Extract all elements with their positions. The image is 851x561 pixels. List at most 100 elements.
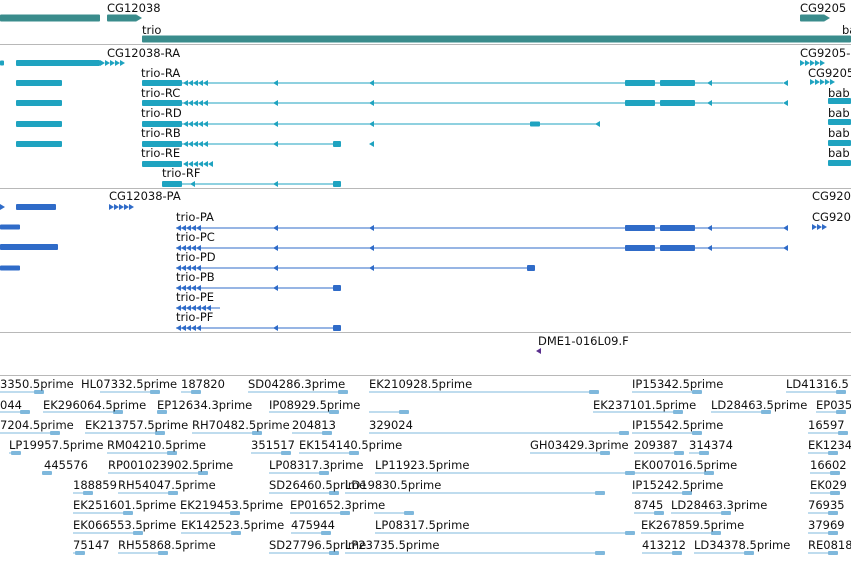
- est-glyph[interactable]: [828, 511, 838, 515]
- pr-cg920-a-label[interactable]: CG920: [812, 189, 851, 203]
- cg12038-pa-glyph[interactable]: [119, 204, 124, 210]
- pr-trio-pe-label[interactable]: trio-PE: [176, 290, 215, 304]
- cg9205-transcript-glyph[interactable]: [815, 79, 820, 85]
- est-50-label[interactable]: LP08317.5prime: [375, 518, 470, 532]
- est-41-label[interactable]: EK251601.5prime: [73, 498, 177, 512]
- est-4-label[interactable]: EK210928.5prime: [369, 377, 473, 391]
- cg12038-pa-glyph[interactable]: [0, 204, 5, 210]
- pr-trio-pb-label[interactable]: trio-PB: [176, 270, 215, 284]
- est-42-label[interactable]: EK219453.5prime: [180, 498, 284, 512]
- cg9205-gene-bar[interactable]: [825, 15, 830, 21]
- gene-trio-label[interactable]: trio: [142, 23, 162, 37]
- cg9205-transcript-glyph[interactable]: [820, 79, 825, 85]
- cg9205-transcript-glyph[interactable]: [815, 60, 820, 66]
- trio-pb-glyph[interactable]: [273, 285, 278, 291]
- est-34-label[interactable]: 16602: [810, 458, 847, 472]
- trio-pc-glyph[interactable]: [191, 245, 196, 251]
- trio-pe-glyph[interactable]: [186, 305, 191, 311]
- est-2-label[interactable]: 187820: [181, 377, 225, 391]
- trio-ra-glyph[interactable]: [193, 80, 198, 86]
- cg12038-transcript-glyph[interactable]: [16, 121, 62, 127]
- trio-ra-glyph[interactable]: [183, 80, 188, 86]
- trio-pc-glyph[interactable]: [176, 245, 181, 251]
- trio-pc-glyph[interactable]: [369, 245, 374, 251]
- trio-pc-glyph[interactable]: [625, 245, 655, 251]
- mk-dme1-label[interactable]: DME1-016L09.F: [538, 334, 629, 348]
- est-38-label[interactable]: LD19830.5prime: [345, 478, 442, 492]
- cg9205-transcript-glyph[interactable]: [810, 79, 815, 85]
- tx-trio-rd-label[interactable]: trio-RD: [141, 106, 182, 120]
- est-3-label[interactable]: SD04286.3prime: [248, 377, 346, 391]
- cg12038-gene-bar[interactable]: [0, 14, 100, 22]
- cg12038-ra-glyph[interactable]: [105, 60, 110, 66]
- est-49-label[interactable]: 475944: [291, 518, 335, 532]
- est-glyph[interactable]: [252, 431, 262, 435]
- est-glyph[interactable]: [589, 390, 599, 394]
- trio-rf-glyph[interactable]: [190, 181, 195, 187]
- cg920-protein-glyph[interactable]: [812, 224, 817, 230]
- est-glyph[interactable]: [761, 410, 771, 414]
- trio-pa-glyph[interactable]: [625, 225, 655, 231]
- est-46-label[interactable]: 76935: [808, 498, 845, 512]
- tx-cg9205-a-label[interactable]: CG9205-: [800, 46, 851, 60]
- trio-pe-glyph[interactable]: [176, 305, 181, 311]
- est-glyph[interactable]: [231, 531, 241, 535]
- est-36-label[interactable]: RH54047.5prime: [118, 478, 216, 492]
- trio-pa-glyph[interactable]: [191, 225, 196, 231]
- protein-glyph[interactable]: [0, 224, 20, 230]
- est-56-label[interactable]: LP23735.5prime: [345, 538, 440, 552]
- trio-rc-glyph[interactable]: [707, 100, 712, 106]
- trio-pc-glyph[interactable]: [273, 245, 278, 251]
- est-52-label[interactable]: 37969: [808, 518, 845, 532]
- est-8-label[interactable]: EK296064.5prime: [43, 398, 147, 412]
- est-9-label[interactable]: EP12634.3prime: [157, 398, 253, 412]
- est-11-label[interactable]: EK237101.5prime: [593, 398, 697, 412]
- trio-pb-glyph[interactable]: [176, 285, 181, 291]
- est-glyph[interactable]: [133, 531, 143, 535]
- est-glyph[interactable]: [75, 551, 85, 555]
- est-glyph[interactable]: [198, 471, 208, 475]
- trio-pf-glyph[interactable]: [176, 325, 181, 331]
- trio-pf-glyph[interactable]: [333, 325, 341, 331]
- est-21-label[interactable]: LP19957.5prime: [9, 438, 104, 452]
- trio-rc-glyph[interactable]: [273, 100, 278, 106]
- est-glyph[interactable]: [230, 511, 240, 515]
- est-1-label[interactable]: HL07332.5prime: [81, 377, 178, 391]
- est-39-label[interactable]: IP15242.5prime: [632, 478, 724, 492]
- est-57-label[interactable]: 413212: [642, 538, 686, 552]
- est-7-label[interactable]: 044: [0, 398, 22, 412]
- trio-pb-glyph[interactable]: [191, 285, 196, 291]
- trio-ra-glyph[interactable]: [142, 80, 182, 86]
- cg9205-transcript-glyph[interactable]: [830, 79, 835, 85]
- trio-rd-glyph[interactable]: [595, 121, 600, 127]
- tx-trio-rb-label[interactable]: trio-RB: [141, 126, 181, 140]
- trio-pa-glyph[interactable]: [196, 225, 201, 231]
- est-glyph[interactable]: [319, 471, 329, 475]
- est-glyph[interactable]: [191, 390, 201, 394]
- est-51-label[interactable]: EK267859.5prime: [641, 518, 745, 532]
- cg12038-ra-glyph[interactable]: [16, 60, 100, 66]
- est-glyph[interactable]: [329, 551, 339, 555]
- est-glyph[interactable]: [322, 431, 332, 435]
- trio-pe-glyph[interactable]: [181, 305, 186, 311]
- trio-ra-glyph[interactable]: [660, 80, 695, 86]
- est-14-label[interactable]: 7204.5prime: [0, 418, 74, 432]
- est-32-label[interactable]: LP11923.5prime: [375, 458, 470, 472]
- est-glyph[interactable]: [828, 551, 838, 555]
- est-20-label[interactable]: 16597: [808, 418, 845, 432]
- cg12038-pa-glyph[interactable]: [114, 204, 119, 210]
- est-59-label[interactable]: RE0818: [808, 538, 851, 552]
- est-glyph[interactable]: [692, 431, 702, 435]
- pr-cg920-b-label[interactable]: CG920: [812, 210, 851, 224]
- trio-rf-glyph[interactable]: [333, 181, 341, 187]
- est-22-label[interactable]: RM04210.5prime: [107, 438, 206, 452]
- est-glyph[interactable]: [123, 511, 133, 515]
- est-glyph[interactable]: [404, 511, 414, 515]
- est-40-label[interactable]: EK029: [810, 478, 847, 492]
- cg12038-ra-glyph[interactable]: [100, 60, 105, 66]
- trio-pd-glyph[interactable]: [196, 265, 201, 271]
- tx-trio-ra-label[interactable]: trio-RA: [141, 66, 181, 80]
- est-glyph[interactable]: [329, 491, 339, 495]
- est-glyph[interactable]: [20, 410, 30, 414]
